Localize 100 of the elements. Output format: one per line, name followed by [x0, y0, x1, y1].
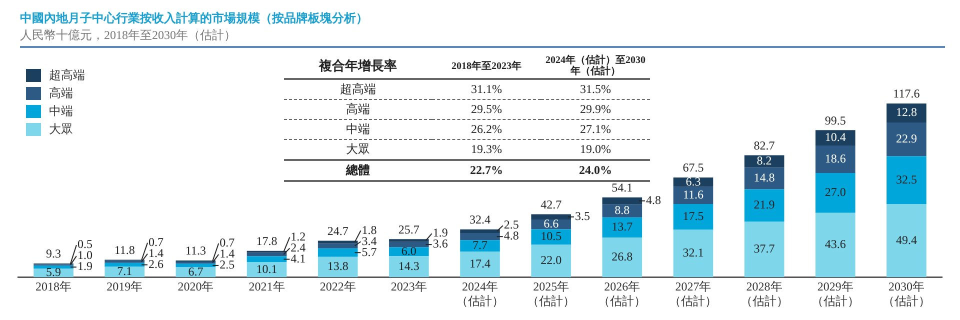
- x-tick-label: 2024年（估計）: [456, 280, 504, 308]
- text: 19.0%: [580, 142, 612, 156]
- text: 24.0%: [579, 163, 612, 177]
- bar: [318, 240, 358, 244]
- bar: [460, 240, 500, 252]
- total-label: 11.3: [185, 244, 206, 258]
- category-label: 中端: [346, 122, 370, 136]
- x-tick-label: 2020年: [178, 280, 214, 294]
- total-label: 17.8: [256, 234, 278, 248]
- bar: [815, 212, 856, 278]
- bar: [602, 197, 642, 204]
- data-label: 49.4: [896, 232, 917, 247]
- legend-label: 超高端: [49, 66, 85, 84]
- data-label: 10.4: [824, 130, 846, 144]
- category-label: 2018年至2023年: [450, 60, 523, 74]
- x-tick-label: 2029年（估計）: [811, 280, 860, 308]
- total-label: 99.5: [824, 113, 846, 128]
- data-label: 18.6: [824, 151, 846, 166]
- bar: [886, 104, 926, 122]
- text: 19.3%: [471, 142, 502, 156]
- category-label: 高端: [346, 102, 370, 116]
- bar: [531, 214, 571, 220]
- text: 29.9%: [580, 102, 612, 116]
- data-label: 11.6: [682, 188, 704, 202]
- bar: [104, 262, 145, 267]
- x-tick-label: 2026年（估計）: [598, 280, 646, 308]
- data-label: 14.8: [754, 170, 775, 184]
- bar: [673, 230, 714, 278]
- bar: [460, 229, 500, 234]
- text: 22.7%: [470, 163, 504, 177]
- data-label: 7.7: [472, 238, 488, 252]
- data-label: 22.9: [896, 132, 917, 146]
- data-label: 12.8: [896, 105, 917, 120]
- x-tick-label: 2030年（估計）: [882, 280, 930, 308]
- bar: [744, 189, 784, 222]
- bar: [602, 217, 642, 238]
- total-label: 42.7: [540, 197, 562, 212]
- x-tick-label: 2023年: [390, 280, 427, 294]
- bar: [246, 252, 287, 256]
- x-tick-label: 2022年: [320, 280, 356, 294]
- data-label: 7.1: [117, 264, 132, 278]
- data-label: 37.7: [754, 242, 775, 256]
- total-label: 67.5: [682, 160, 704, 175]
- data-label: 27.0: [824, 185, 846, 200]
- data-label: 43.6: [824, 237, 846, 252]
- bar: [815, 172, 856, 213]
- text: 27.1%: [580, 122, 612, 136]
- bar: [744, 222, 784, 278]
- bar: [389, 256, 429, 278]
- data-label: 6.6: [544, 216, 559, 230]
- data-label: 13.8: [327, 259, 348, 274]
- bar: [318, 243, 358, 248]
- category-label: 超高端: [340, 82, 376, 96]
- bar: [318, 248, 358, 257]
- chart-subtitle: 人民幣十億元，2018年至2030年（估計）: [20, 27, 236, 44]
- total-label: 9.3: [46, 246, 62, 261]
- bar: [886, 156, 926, 204]
- bar: [886, 204, 926, 278]
- data-label: 8.8: [614, 203, 630, 218]
- data-label: 32.5: [896, 172, 917, 186]
- bar: [744, 155, 784, 168]
- bar: [673, 204, 714, 230]
- data-label: 5.9: [46, 265, 62, 279]
- data-label: 6.3: [686, 174, 701, 188]
- data-label: 26.8: [612, 250, 633, 264]
- text: 31.5%: [580, 82, 612, 96]
- bar: [815, 145, 856, 173]
- bar: [246, 256, 287, 262]
- data-label: 10.5: [540, 229, 562, 244]
- text: 29.5%: [471, 102, 502, 116]
- chart-title: 中國內地月子中心行業按收入計算的市場規模（按品牌板塊分析）: [20, 10, 368, 27]
- legend-label: 高端: [49, 84, 73, 102]
- text: 複合年增長率: [318, 57, 398, 75]
- data-label: 10.1: [256, 262, 278, 276]
- data-label: 4.8: [646, 193, 662, 208]
- total-label: 32.4: [470, 212, 490, 227]
- bar: [886, 122, 926, 156]
- x-tick-label: 2027年（估計）: [669, 280, 718, 308]
- total-label: 25.7: [398, 222, 420, 236]
- data-label: 22.0: [540, 253, 562, 268]
- total-label: 54.1: [612, 180, 633, 194]
- x-tick-label: 2021年: [248, 280, 285, 294]
- data-label: 17.4: [470, 256, 490, 271]
- bar: [815, 130, 856, 146]
- total-label: 82.7: [754, 138, 775, 152]
- bar: [531, 229, 571, 245]
- category-label: 大眾: [346, 142, 370, 156]
- bar: [389, 239, 429, 242]
- category-label: 總體: [346, 163, 370, 177]
- data-label: 6.0: [401, 244, 416, 258]
- total-label: 24.7: [327, 224, 348, 238]
- data-label: 8.2: [756, 153, 772, 168]
- text: 31.1%: [471, 82, 502, 96]
- text: 26.2%: [471, 122, 502, 136]
- x-tick-label: 2028年（估計）: [740, 280, 788, 308]
- x-tick-label: 2019年: [106, 280, 143, 294]
- bar: [460, 233, 500, 240]
- data-label: 32.1: [682, 246, 704, 260]
- data-label: 17.5: [682, 209, 704, 224]
- category-label: 2024年（估計）至2030年（估計）: [544, 54, 647, 79]
